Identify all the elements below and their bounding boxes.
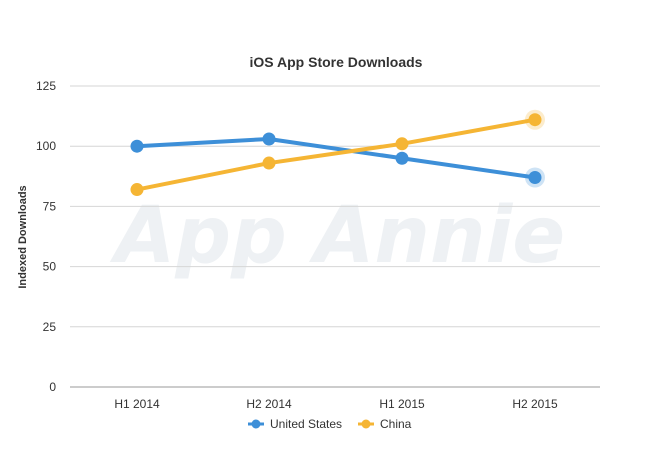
y-tick-label: 75 bbox=[43, 199, 57, 213]
y-tick-label: 25 bbox=[43, 320, 57, 334]
x-tick-labels: H1 2014 H2 2014 H1 2015 H2 2015 bbox=[114, 397, 558, 411]
legend-marker-china bbox=[361, 419, 371, 429]
x-tick-label: H1 2015 bbox=[379, 397, 425, 411]
x-tick-label: H1 2014 bbox=[114, 397, 160, 411]
data-point-china[interactable] bbox=[130, 183, 144, 197]
x-tick-label: H2 2014 bbox=[246, 397, 292, 411]
data-point-china[interactable] bbox=[262, 156, 276, 170]
legend-label-china[interactable]: China bbox=[380, 417, 412, 431]
data-point-united-states[interactable] bbox=[262, 132, 276, 146]
y-tick-label: 100 bbox=[36, 139, 56, 153]
chart-title: iOS App Store Downloads bbox=[250, 54, 423, 70]
data-point-china[interactable] bbox=[528, 113, 542, 127]
y-tick-label: 0 bbox=[49, 380, 56, 394]
x-tick-label: H2 2015 bbox=[512, 397, 558, 411]
legend-label-united-states[interactable]: United States bbox=[270, 417, 342, 431]
y-tick-label: 50 bbox=[43, 260, 57, 274]
data-point-united-states[interactable] bbox=[528, 171, 542, 185]
series-layer bbox=[130, 109, 545, 197]
y-axis-label: Indexed Downloads bbox=[17, 185, 29, 288]
legend-marker-united-states bbox=[251, 419, 261, 429]
y-tick-label: 125 bbox=[36, 79, 56, 93]
watermark-text: App Annie bbox=[109, 191, 565, 281]
legend: United States China bbox=[248, 417, 412, 431]
series-line-china bbox=[135, 117, 537, 192]
data-point-china[interactable] bbox=[395, 137, 409, 151]
y-tick-labels: 0 25 50 75 100 125 bbox=[36, 79, 56, 394]
data-point-united-states[interactable] bbox=[130, 139, 144, 153]
series-line-united-states bbox=[135, 136, 537, 180]
data-point-united-states[interactable] bbox=[395, 151, 409, 165]
